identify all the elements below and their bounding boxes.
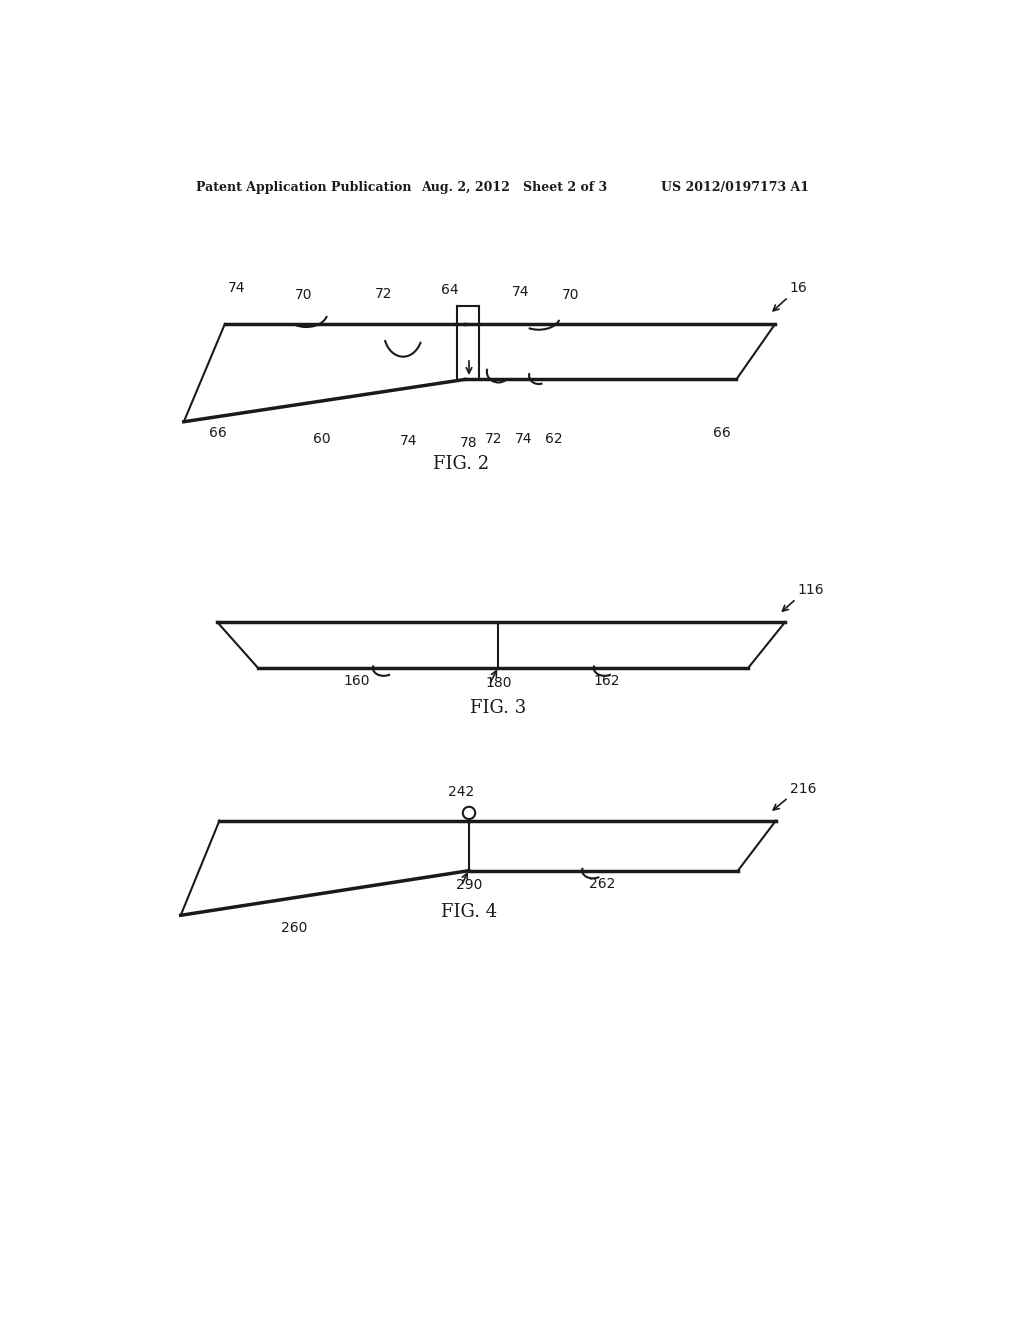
Text: 66: 66	[209, 426, 227, 441]
Text: 74: 74	[512, 285, 529, 298]
Text: US 2012/0197173 A1: US 2012/0197173 A1	[662, 181, 809, 194]
Text: Aug. 2, 2012   Sheet 2 of 3: Aug. 2, 2012 Sheet 2 of 3	[421, 181, 607, 194]
Text: 74: 74	[514, 432, 532, 446]
Text: Patent Application Publication: Patent Application Publication	[197, 181, 412, 194]
Text: 160: 160	[343, 675, 370, 688]
Text: 260: 260	[282, 921, 308, 936]
Text: FIG. 2: FIG. 2	[433, 455, 489, 473]
Text: 62: 62	[546, 432, 563, 446]
Text: 72: 72	[375, 286, 392, 301]
Text: FIG. 3: FIG. 3	[470, 700, 526, 717]
Text: 116: 116	[798, 583, 824, 598]
Text: 64: 64	[440, 282, 459, 297]
Text: 216: 216	[790, 781, 816, 796]
Text: 16: 16	[790, 281, 808, 294]
Text: 290: 290	[456, 878, 482, 892]
Text: 162: 162	[594, 675, 621, 688]
Text: 72: 72	[485, 432, 503, 446]
Text: 74: 74	[399, 434, 418, 447]
Text: FIG. 4: FIG. 4	[441, 903, 497, 921]
Text: 180: 180	[485, 676, 512, 690]
Text: 60: 60	[313, 432, 331, 446]
Text: 262: 262	[589, 876, 615, 891]
Text: 66: 66	[713, 426, 731, 441]
Text: 70: 70	[295, 288, 312, 302]
Text: 70: 70	[562, 288, 580, 302]
Text: 78: 78	[460, 436, 478, 450]
Text: 242: 242	[449, 785, 474, 799]
Text: 74: 74	[228, 281, 246, 294]
